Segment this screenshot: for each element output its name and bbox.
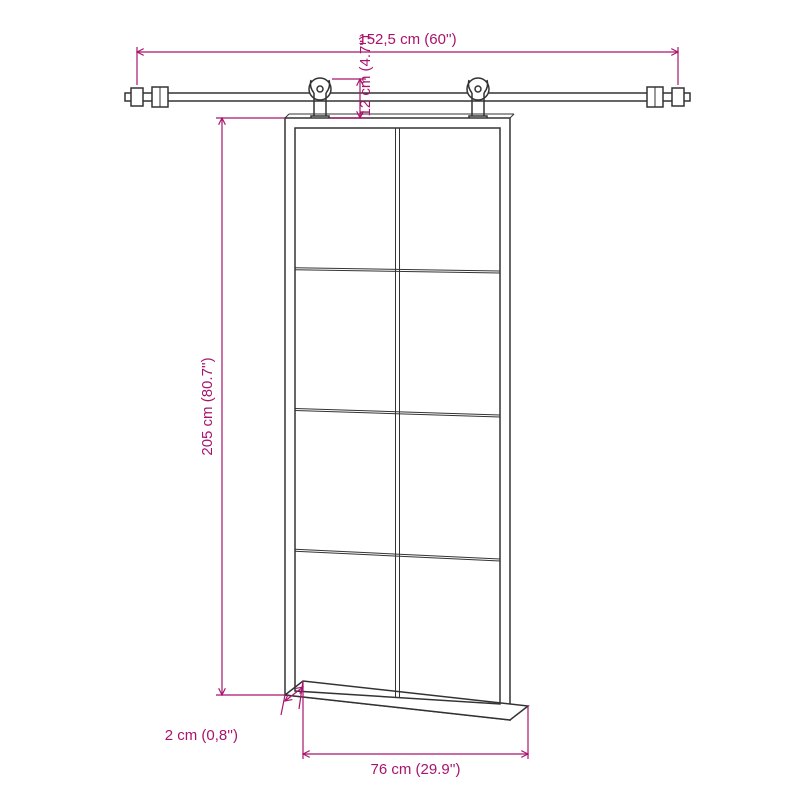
- dim-door-width: 76 cm (29.9''): [371, 761, 461, 778]
- hardware: [125, 78, 690, 122]
- door-panel: [285, 114, 528, 720]
- dimension-drawing: 152,5 cm (60'')12 cm (4.7'')205 cm (80.7…: [0, 0, 800, 800]
- dim-hanger-drop: 12 cm (4.7''): [357, 35, 374, 117]
- dim-door-height: 205 cm (80.7''): [199, 357, 216, 455]
- dim-door-depth: 2 cm (0,8''): [165, 727, 238, 744]
